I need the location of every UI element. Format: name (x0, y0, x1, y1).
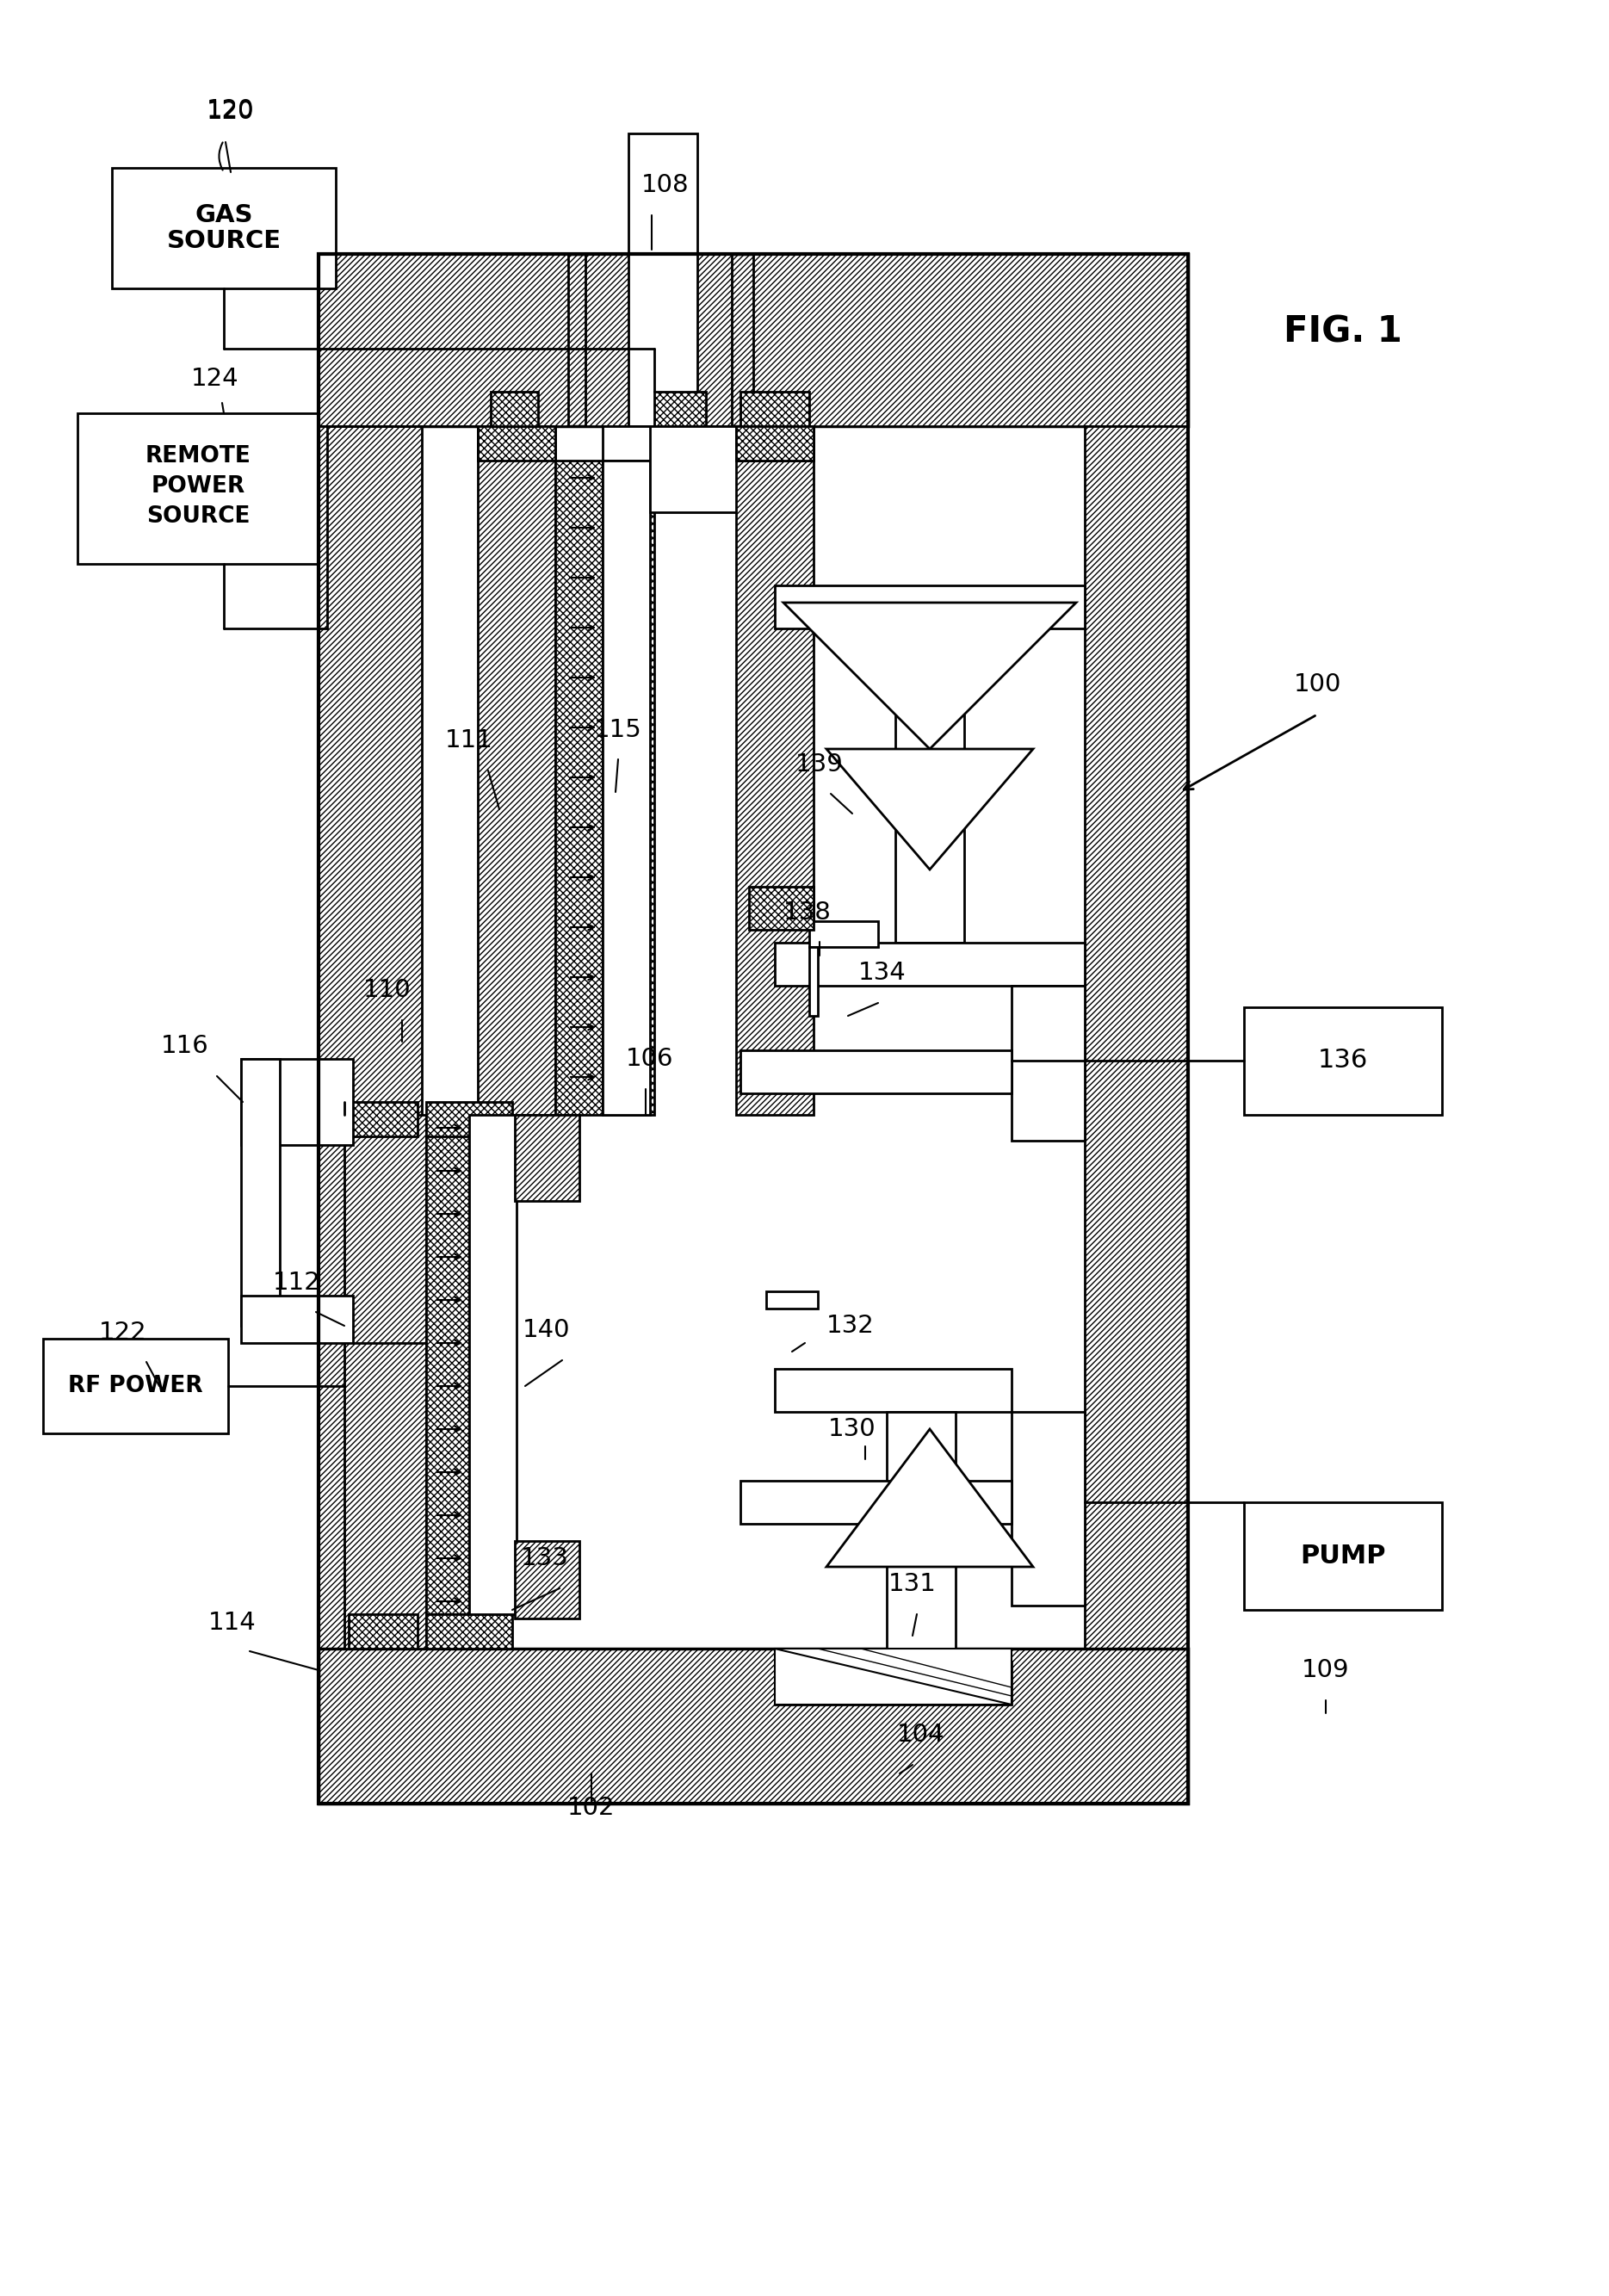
Bar (586, 255, 732, 427)
Bar (650, 427, 745, 512)
Polygon shape (784, 602, 1076, 748)
Text: 140: 140 (523, 1318, 571, 1343)
Polygon shape (827, 1428, 1033, 1566)
Bar (603, 461, 650, 1116)
Text: 139: 139 (795, 753, 843, 776)
Bar (603, 461, 655, 1116)
Bar (1244, 1008, 1442, 1116)
Bar (776, 1662, 1012, 1704)
Bar (1012, 985, 1084, 1141)
Bar (740, 393, 809, 427)
Text: 138: 138 (784, 900, 832, 925)
Text: PUMP: PUMP (1300, 1543, 1385, 1568)
Bar (809, 946, 817, 1015)
Bar (1012, 1412, 1084, 1605)
Bar (319, 255, 1187, 1805)
Text: 124: 124 (191, 367, 240, 390)
Text: 120: 120 (208, 99, 254, 122)
Bar (1084, 427, 1187, 1649)
Text: 131: 131 (888, 1573, 936, 1596)
Bar (319, 255, 568, 427)
Text: POWER: POWER (151, 475, 245, 498)
Bar (478, 427, 555, 1116)
Bar (629, 133, 697, 427)
Text: 106: 106 (626, 1047, 674, 1070)
Bar (603, 427, 655, 461)
Bar (887, 1412, 956, 1662)
Bar (319, 255, 1187, 427)
Bar (766, 1290, 817, 1309)
Text: 133: 133 (521, 1545, 570, 1570)
Bar (735, 427, 814, 461)
Bar (515, 1116, 579, 1201)
Bar (349, 1614, 417, 1649)
Bar (77, 413, 319, 565)
Bar (753, 255, 1187, 427)
Bar (319, 427, 422, 1649)
Text: 104: 104 (898, 1722, 944, 1747)
Text: 115: 115 (594, 719, 642, 742)
Bar (43, 1339, 228, 1433)
Text: SOURCE: SOURCE (146, 505, 249, 528)
Text: 120: 120 (208, 99, 254, 124)
Text: 122: 122 (100, 1320, 146, 1345)
Bar (241, 1295, 352, 1343)
Bar (241, 1058, 352, 1146)
Bar (241, 1058, 280, 1325)
Polygon shape (776, 1649, 1012, 1704)
Bar (470, 1116, 512, 1614)
Bar (319, 1649, 1187, 1805)
Text: 102: 102 (568, 1795, 615, 1821)
Bar (655, 427, 719, 461)
Bar (895, 629, 964, 944)
Bar (655, 393, 706, 427)
Bar (491, 393, 537, 427)
Text: 112: 112 (274, 1270, 322, 1295)
Text: 111: 111 (446, 728, 494, 753)
Bar (515, 1541, 579, 1619)
Text: 100: 100 (1294, 673, 1340, 696)
Bar (426, 1614, 512, 1649)
Bar (809, 921, 879, 946)
Bar (349, 1102, 417, 1137)
Text: 114: 114 (209, 1612, 256, 1635)
Bar (113, 168, 336, 289)
Polygon shape (827, 748, 1033, 870)
Text: 109: 109 (1302, 1658, 1350, 1683)
Bar (740, 1481, 1012, 1525)
Bar (478, 427, 555, 461)
Text: 116: 116 (161, 1033, 209, 1058)
Bar (735, 427, 814, 1116)
Text: SOURCE: SOURCE (166, 230, 282, 253)
Text: RF POWER: RF POWER (68, 1375, 203, 1398)
Text: 108: 108 (642, 172, 689, 197)
Text: 134: 134 (859, 960, 906, 985)
Bar (344, 1116, 426, 1649)
Bar (776, 944, 1084, 985)
Text: 130: 130 (829, 1417, 877, 1442)
Text: GAS: GAS (195, 202, 253, 227)
Bar (426, 1102, 512, 1137)
Bar (735, 427, 814, 461)
Bar (776, 1368, 1012, 1412)
Text: 136: 136 (1318, 1049, 1368, 1072)
Bar (776, 585, 1084, 629)
Bar (740, 1049, 1012, 1093)
Bar (470, 1116, 516, 1614)
Bar (1244, 1502, 1442, 1609)
Text: 110: 110 (364, 978, 412, 1001)
Bar (555, 461, 603, 1116)
Text: 132: 132 (827, 1313, 875, 1339)
Bar (426, 1116, 470, 1614)
Text: REMOTE: REMOTE (145, 445, 251, 468)
Text: FIG. 1: FIG. 1 (1284, 312, 1403, 349)
Bar (748, 886, 814, 930)
